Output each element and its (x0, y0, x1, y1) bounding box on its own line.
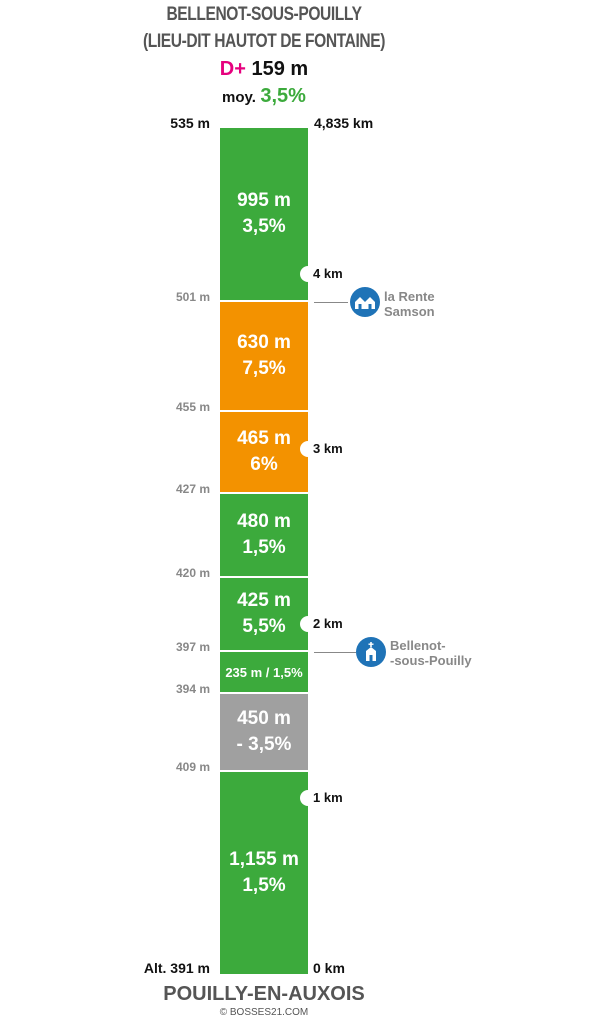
segment-grade: 1,5% (242, 875, 286, 896)
segment-6: 235 m / 1,5% (220, 652, 308, 694)
segment-grade: 1,5% (242, 537, 286, 558)
km-marker: 2 km (313, 616, 343, 631)
segment-grade: 3,5% (242, 216, 286, 237)
segment-7: 450 m - 3,5% (220, 694, 308, 772)
altitude-label: 394 m (175, 682, 210, 696)
altitude-label: 427 m (175, 482, 210, 496)
poi-label: Bellenot- -sous-Pouilly (390, 638, 472, 668)
church-icon (356, 637, 386, 667)
title-line-1: BELLENOT-SOUS-POUILLY (166, 4, 362, 25)
km-marker: 1 km (313, 790, 343, 805)
moy-label: moy. (222, 89, 256, 106)
moy-value: 3,5% (260, 85, 306, 107)
segment-3: 465 m 6% (220, 412, 308, 494)
segment-2: 630 m 7,5% (220, 302, 308, 412)
copyright: © BOSSES21.COM (219, 1007, 309, 1018)
profile-column: 995 m 3,5% 630 m 7,5% 465 m 6% 480 m 1,5… (220, 128, 308, 974)
bottom-altitude: Alt. 391 m (143, 960, 210, 976)
altitude-label: 501 m (175, 290, 210, 304)
top-distance: 4,835 km (314, 115, 374, 131)
km-marker-notch (300, 266, 316, 282)
segment-length: 1,155 m (229, 849, 299, 870)
houses-icon (350, 287, 380, 317)
segment-length: 465 m (237, 428, 291, 449)
segment-grade: - 3,5% (236, 734, 292, 755)
km-marker: 3 km (313, 441, 343, 456)
segment-length: 425 m (237, 590, 291, 611)
segment-4: 480 m 1,5% (220, 494, 308, 578)
bottom-distance: 0 km (313, 960, 345, 976)
km-marker-notch (300, 441, 316, 457)
altitude-label: 397 m (175, 640, 210, 654)
altitude-label: 420 m (175, 566, 210, 580)
poi-label: la Rente Samson (384, 289, 435, 319)
segment-length: 995 m (237, 190, 291, 211)
poi-name-line: la Rente (384, 289, 435, 304)
segment-1: 995 m 3,5% (220, 128, 308, 302)
poi-leader-line (314, 652, 356, 653)
poi-name-line: -sous-Pouilly (390, 653, 472, 668)
segment-label: 235 m / 1,5% (225, 664, 303, 680)
km-marker-notch (300, 616, 316, 632)
poi-name-line: Bellenot- (390, 638, 446, 653)
segment-length: 480 m (237, 511, 291, 532)
segment-length: 630 m (237, 332, 291, 353)
average-grade: moy. 3,5% (0, 85, 528, 108)
segment-8: 1,155 m 1,5% (220, 772, 308, 974)
segment-grade: 7,5% (242, 358, 286, 379)
start-place: POUILLY-EN-AUXOIS (163, 983, 365, 1005)
segment-grade: 5,5% (242, 616, 286, 637)
altitude-label: 409 m (175, 760, 210, 774)
km-marker: 4 km (313, 266, 343, 281)
km-marker-notch (300, 790, 316, 806)
poi-leader-line (314, 302, 348, 303)
title-line-2: (LIEU-DIT HAUTOT DE FONTAINE) (142, 31, 385, 52)
poi-name-line: Samson (384, 304, 435, 319)
top-altitude: 535 m (170, 115, 210, 131)
segment-length: 450 m (237, 708, 291, 729)
segment-grade: 6% (250, 454, 278, 475)
dplus-value: 159 m (251, 58, 309, 80)
elevation-gain: D+ 159 m (0, 58, 528, 81)
dplus-label: D+ (219, 58, 246, 80)
segment-5: 425 m 5,5% (220, 578, 308, 652)
altitude-label: 455 m (175, 400, 210, 414)
